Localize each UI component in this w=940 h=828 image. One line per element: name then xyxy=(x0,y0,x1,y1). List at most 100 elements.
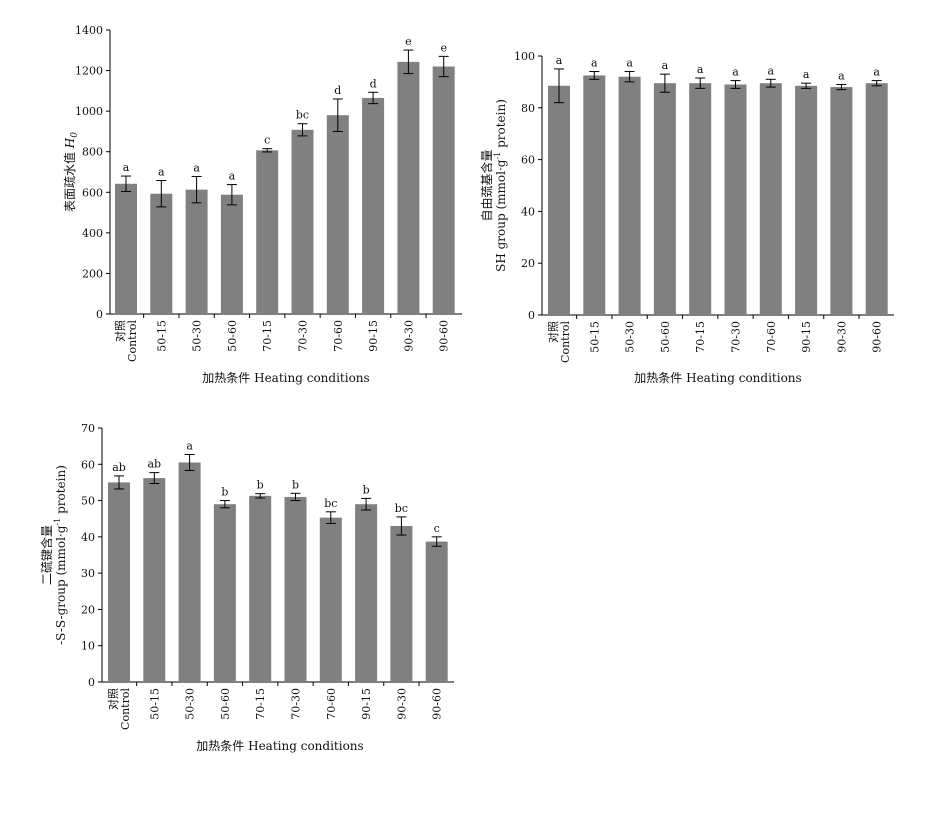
x-tick-label-line: 对照 xyxy=(106,688,120,710)
x-tick-label: 90-60 xyxy=(871,321,884,353)
y-tick-label: 0 xyxy=(528,309,535,322)
significance-label: a xyxy=(186,439,193,452)
x-tick-label: 90-60 xyxy=(438,320,451,352)
bar xyxy=(548,85,570,315)
y-axis-title-line: 自由巯基含量 xyxy=(479,149,494,221)
y-tick-label: 1400 xyxy=(75,24,103,37)
bar xyxy=(689,83,712,315)
x-tick-label: 70-60 xyxy=(332,320,345,352)
x-tick-label: 90-60 xyxy=(431,688,444,720)
x-tick-label: 70-60 xyxy=(325,688,338,720)
significance-label: bc xyxy=(296,109,309,122)
x-tick-label: 50-60 xyxy=(226,320,239,352)
x-axis-title: 加热条件 Heating conditions xyxy=(196,739,363,753)
y-tick-label: 60 xyxy=(521,154,535,167)
x-tick-label: 50-15 xyxy=(148,688,161,720)
significance-label: b xyxy=(257,479,264,492)
x-tick-label-line: 50-30 xyxy=(191,320,204,352)
significance-label: a xyxy=(768,64,775,77)
x-tick-label: 90-15 xyxy=(800,321,813,353)
significance-label: a xyxy=(556,54,563,67)
x-axis-title: 加热条件 Heating conditions xyxy=(202,371,369,385)
y-axis-title: 二硫键含量 -S-S-group (mmol·g-1 protein) xyxy=(39,465,68,645)
bar xyxy=(355,504,378,682)
significance-label: a xyxy=(158,166,165,179)
bar xyxy=(249,495,272,682)
y-tick-label: 60 xyxy=(81,458,95,471)
bar xyxy=(143,478,166,682)
bar xyxy=(397,61,420,314)
chart-free-sulfhydryl: 0 20 40 60 80 100 a 对照 Control a 50-15 a 50-30 a 50-60… xyxy=(479,50,894,385)
x-tick-label-line: 90-15 xyxy=(800,321,813,353)
significance-label: ab xyxy=(112,461,126,474)
y-tick-label: 0 xyxy=(88,676,95,689)
y-tick-label: 800 xyxy=(82,146,103,159)
x-tick-label-line: 70-30 xyxy=(290,688,303,720)
bar xyxy=(830,87,853,315)
y-tick-label: 70 xyxy=(81,422,95,435)
bar xyxy=(326,115,349,314)
x-tick-label: 70-30 xyxy=(730,321,743,353)
bar xyxy=(362,97,385,314)
y-tick-label: 1200 xyxy=(75,65,103,78)
x-tick-label-line: 50-15 xyxy=(148,688,161,720)
x-tick-label: 70-15 xyxy=(694,321,707,353)
bar xyxy=(724,84,747,316)
y-axis-title-line: SH group (mmol·g-1 protein) xyxy=(493,99,508,272)
x-tick-label-line: Control xyxy=(126,320,139,362)
significance-label: a xyxy=(803,68,810,81)
y-axis-title-line: 表面疏水值 H0 xyxy=(62,132,80,212)
x-tick-label-line: 90-30 xyxy=(402,320,415,352)
x-tick-label-line: 70-60 xyxy=(332,320,345,352)
x-tick-label-line: 50-60 xyxy=(226,320,239,352)
x-tick-label-line: 50-15 xyxy=(155,320,168,352)
x-tick-label-line: Control xyxy=(559,321,572,363)
x-tick-label: 90-30 xyxy=(395,688,408,720)
y-tick-label: 50 xyxy=(81,495,95,508)
significance-label: a xyxy=(873,66,880,79)
bar xyxy=(108,482,130,682)
y-tick-label: 600 xyxy=(82,186,103,199)
bar xyxy=(213,504,236,682)
y-tick-label: 100 xyxy=(514,50,535,63)
y-tick-label: 40 xyxy=(521,205,535,218)
x-tick-label-line: 90-60 xyxy=(438,320,451,352)
x-tick-label-line: 对照 xyxy=(546,321,560,343)
y-axis-title: 表面疏水值 H0 xyxy=(62,132,80,212)
x-tick-label-line: Control xyxy=(119,688,132,730)
significance-label: e xyxy=(440,41,447,54)
x-tick-label: 70-30 xyxy=(297,320,310,352)
y-tick-label: 20 xyxy=(81,603,95,616)
significance-label: a xyxy=(591,57,598,70)
significance-label: a xyxy=(193,161,200,174)
x-tick-label-line: 90-30 xyxy=(395,688,408,720)
x-tick-label: 90-30 xyxy=(402,320,415,352)
x-tick-label-line: 50-30 xyxy=(184,688,197,720)
x-tick-label: 对照 Control xyxy=(106,688,132,730)
x-tick-label: 90-15 xyxy=(367,320,380,352)
significance-label: b xyxy=(221,486,228,499)
x-tick-label-line: 90-15 xyxy=(367,320,380,352)
y-tick-label: 200 xyxy=(82,267,103,280)
y-tick-label: 400 xyxy=(82,227,103,240)
x-tick-label-line: 50-30 xyxy=(624,321,637,353)
significance-label: d xyxy=(370,77,377,90)
significance-label: a xyxy=(626,57,633,70)
x-tick-label: 对照 Control xyxy=(546,321,572,363)
significance-label: c xyxy=(434,522,440,535)
significance-label: a xyxy=(662,59,669,72)
y-tick-label: 1000 xyxy=(75,105,103,118)
x-tick-label-line: 90-60 xyxy=(431,688,444,720)
bar xyxy=(115,183,137,314)
bar xyxy=(319,517,342,682)
chart-disulfide-bond: 0 10 20 30 40 50 60 70 ab 对照 Control ab 50-15 a 50-30 b… xyxy=(39,422,454,753)
bar xyxy=(256,150,279,314)
bar xyxy=(795,85,818,315)
x-tick-label: 50-30 xyxy=(191,320,204,352)
x-tick-label-line: 90-60 xyxy=(871,321,884,353)
y-axis-title: 自由巯基含量 SH group (mmol·g-1 protein) xyxy=(479,99,508,272)
x-tick-label-line: 90-15 xyxy=(360,688,373,720)
y-tick-label: 40 xyxy=(81,531,95,544)
significance-label: a xyxy=(732,66,739,79)
